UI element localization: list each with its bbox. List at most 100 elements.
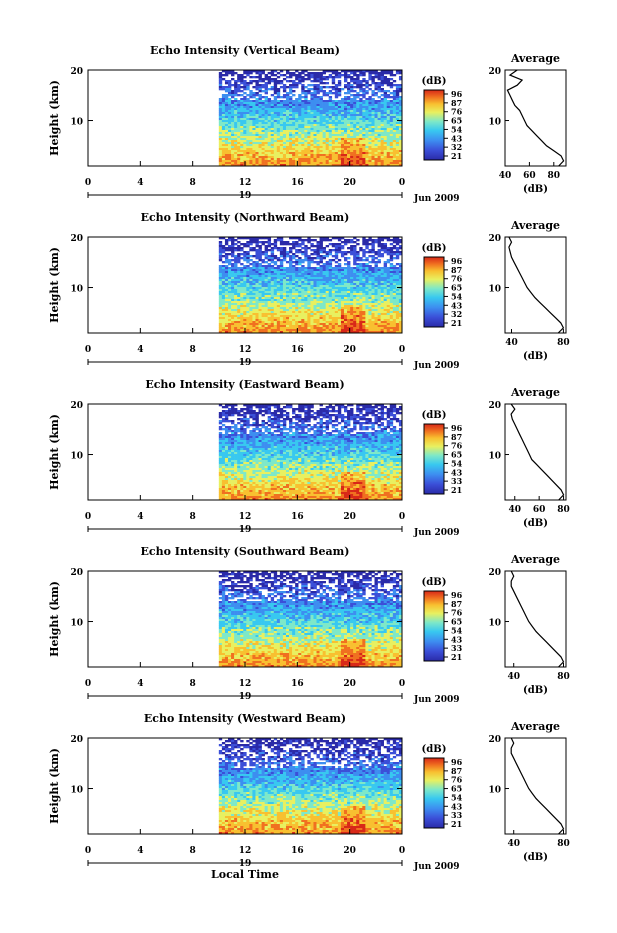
- heatmap-cell: [362, 281, 365, 283]
- heatmap-cell: [350, 317, 353, 319]
- heatmap-cell: [365, 307, 368, 309]
- heatmap-cell: [390, 138, 393, 140]
- heatmap-cells: [219, 70, 402, 166]
- heatmap-cell: [255, 114, 258, 116]
- heatmap-cell: [335, 293, 338, 295]
- heatmap-cell: [323, 305, 326, 307]
- heatmap-cell: [219, 134, 222, 136]
- heatmap-cell: [228, 245, 231, 247]
- heatmap-cell: [332, 243, 335, 245]
- heatmap-cell: [259, 279, 262, 281]
- heatmap-cell: [234, 325, 237, 327]
- heatmap-cell: [246, 269, 249, 271]
- heatmap-cell: [262, 253, 265, 255]
- heatmap-cell: [341, 136, 344, 138]
- heatmap-cell: [362, 311, 365, 313]
- heatmap-cell: [350, 140, 353, 142]
- heatmap-cell: [289, 263, 292, 265]
- heatmap-cell: [384, 140, 387, 142]
- heatmap-cell: [286, 120, 289, 122]
- heatmap-cell: [265, 323, 268, 325]
- heatmap-cell: [375, 146, 378, 148]
- heatmap-cell: [292, 297, 295, 299]
- heatmap-cell: [347, 299, 350, 301]
- heatmap-cell: [289, 297, 292, 299]
- heatmap-cell: [289, 112, 292, 114]
- heatmap-cell: [387, 82, 390, 84]
- heatmap-cell: [228, 116, 231, 118]
- heatmap-cell: [219, 154, 222, 156]
- heatmap-cell: [371, 273, 374, 275]
- heatmap-cell: [277, 100, 280, 102]
- heatmap-cell: [387, 267, 390, 269]
- heatmap-cell: [396, 158, 399, 160]
- heatmap-cell: [313, 307, 316, 309]
- heatmap-cell: [387, 144, 390, 146]
- heatmap-cell: [262, 148, 265, 150]
- heatmap-cell: [356, 122, 359, 124]
- heatmap-cell: [228, 98, 231, 100]
- heatmap-cell: [246, 118, 249, 120]
- heatmap-cell: [378, 253, 381, 255]
- heatmap-cell: [265, 84, 268, 86]
- heatmap-cell: [301, 92, 304, 94]
- heatmap-cell: [289, 104, 292, 106]
- heatmap-cell: [317, 76, 320, 78]
- heatmap-cell: [326, 291, 329, 293]
- heatmap-cell: [219, 307, 222, 309]
- heatmap-cell: [387, 128, 390, 130]
- heatmap-cell: [359, 307, 362, 309]
- heatmap-cell: [289, 261, 292, 263]
- heatmap-cell: [271, 160, 274, 162]
- heatmap-cell: [362, 295, 365, 297]
- heatmap-cell: [341, 150, 344, 152]
- heatmap-cell: [277, 325, 280, 327]
- heatmap-cell: [262, 305, 265, 307]
- heatmap-cell: [341, 126, 344, 128]
- heatmap-cell: [329, 104, 332, 106]
- heatmap-cell: [365, 108, 368, 110]
- heatmap-cell: [277, 94, 280, 96]
- heatmap-cell: [341, 106, 344, 108]
- heatmap-cell: [344, 96, 347, 98]
- heatmap-cell: [353, 112, 356, 114]
- heatmap-cell: [375, 142, 378, 144]
- heatmap-cell: [310, 154, 313, 156]
- heatmap-cell: [304, 122, 307, 124]
- heatmap-cell: [320, 303, 323, 305]
- heatmap-cell: [338, 134, 341, 136]
- heatmap-cell: [292, 273, 295, 275]
- heatmap-cell: [277, 76, 280, 78]
- heatmap-cell: [359, 287, 362, 289]
- heatmap-cell: [375, 319, 378, 321]
- heatmap-cell: [252, 126, 255, 128]
- heatmap-cell: [381, 269, 384, 271]
- heatmap-cell: [326, 273, 329, 275]
- heatmap-cell: [283, 303, 286, 305]
- heatmap-cell: [310, 239, 313, 241]
- heatmap-cell: [341, 281, 344, 283]
- heatmap-cell: [359, 263, 362, 265]
- heatmap-cell: [289, 134, 292, 136]
- heatmap-cell: [228, 301, 231, 303]
- heatmap-cell: [387, 140, 390, 142]
- heatmap-cell: [255, 124, 258, 126]
- heatmap-cell: [243, 279, 246, 281]
- heatmap-cell: [231, 134, 234, 136]
- heatmap-cell: [298, 140, 301, 142]
- heatmap-cell: [219, 84, 222, 86]
- heatmap-cell: [301, 144, 304, 146]
- heatmap-cell: [396, 148, 399, 150]
- heatmap-cell: [350, 134, 353, 136]
- heatmap-cell: [283, 267, 286, 269]
- heatmap-cell: [255, 82, 258, 84]
- heatmap-cell: [301, 297, 304, 299]
- heatmap-cell: [225, 299, 228, 301]
- heatmap-cell: [371, 72, 374, 74]
- heatmap-cell: [225, 116, 228, 118]
- heatmap-cell: [356, 307, 359, 309]
- heatmap-cell: [396, 72, 399, 74]
- heatmap-cell: [310, 245, 313, 247]
- heatmap-cell: [301, 96, 304, 98]
- heatmap-cell: [259, 283, 262, 285]
